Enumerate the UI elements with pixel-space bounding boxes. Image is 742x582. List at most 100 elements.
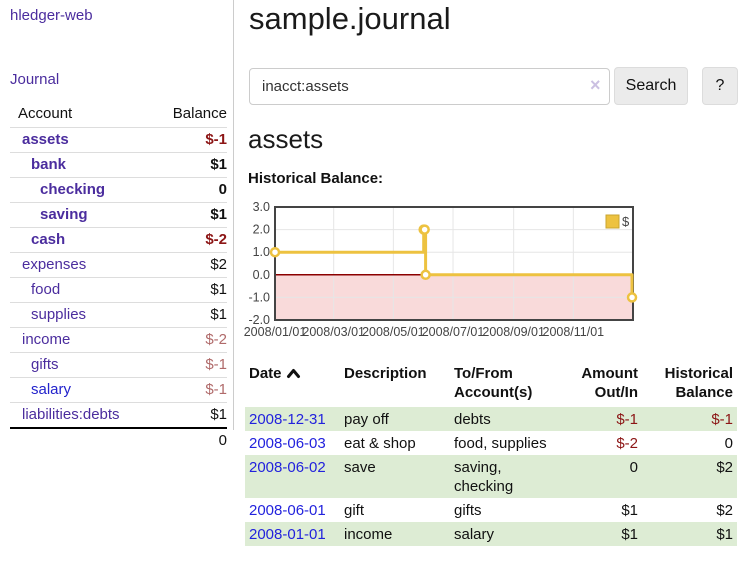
- svg-text:-2.0: -2.0: [248, 313, 270, 327]
- account-balance: $1: [210, 281, 227, 298]
- description-cell: pay off: [340, 407, 450, 431]
- app-title-link[interactable]: hledger-web: [10, 7, 93, 24]
- balance-cell: $1: [642, 522, 737, 546]
- balance-cell: $2: [642, 455, 737, 498]
- account-balance: $1: [210, 156, 227, 173]
- account-balance: $-1: [205, 131, 227, 148]
- historical-balance-chart[interactable]: $3.0 2.0 1.0 0.0 -1.0 -2.0 2008/01/01 2008/03/0…: [240, 200, 742, 345]
- register-header-row: Date Description To/From Account(s) Amou…: [245, 360, 737, 407]
- account-link[interactable]: assets: [22, 131, 69, 148]
- chart-title: Historical Balance:: [248, 170, 384, 187]
- account-row: checking 0: [10, 177, 227, 202]
- svg-text:2008/11/01: 2008/11/01: [543, 325, 605, 339]
- date-cell: 2008-06-02: [245, 455, 340, 498]
- search-input[interactable]: [249, 68, 610, 105]
- date-link[interactable]: 2008-06-03: [249, 434, 326, 452]
- description-cell: income: [340, 522, 450, 546]
- account-row: saving $1: [10, 202, 227, 227]
- description-cell: save: [340, 455, 450, 498]
- svg-text:3.0: 3.0: [253, 200, 270, 214]
- balance-column-header: Balance: [172, 105, 227, 122]
- account-balance: $1: [210, 206, 227, 223]
- svg-text:2008/09/01: 2008/09/01: [482, 325, 545, 339]
- svg-text:$: $: [622, 214, 630, 229]
- svg-text:2008/07/01: 2008/07/01: [422, 325, 485, 339]
- historical-balance-column-header: Historical Balance: [664, 365, 733, 401]
- account-row: assets $-1: [10, 127, 227, 152]
- account-link[interactable]: cash: [31, 231, 66, 248]
- balance-cell: $2: [716, 501, 733, 519]
- account-balance: $2: [210, 256, 227, 273]
- account-balance: 0: [218, 181, 227, 198]
- account-row: gifts $-1: [10, 352, 227, 377]
- account-column-header: Account: [18, 105, 73, 122]
- sidebar-item-journal[interactable]: Journal: [10, 71, 60, 88]
- account-balance: $1: [210, 306, 227, 323]
- account-link[interactable]: bank: [31, 156, 67, 173]
- account-heading: assets: [248, 124, 324, 154]
- search-button[interactable]: Search: [614, 67, 688, 105]
- account-row: food $1: [10, 277, 227, 302]
- account-link[interactable]: food: [31, 281, 61, 298]
- register-row: 2008-06-02 save saving, checking 0 $2: [245, 455, 737, 498]
- account-link[interactable]: gifts: [31, 356, 59, 373]
- accounts-cell: food, supplies: [454, 434, 547, 452]
- register-row: 2008-01-01 income salary $1 $1: [245, 522, 737, 546]
- register-row: 2008-06-03 eat & shop food, supplies $-2 0: [245, 431, 737, 455]
- date-cell: 2008-06-01: [245, 498, 340, 522]
- account-link[interactable]: income: [22, 331, 71, 348]
- amount-cell: $-2: [616, 434, 638, 452]
- date-link[interactable]: 2008-01-01: [249, 525, 326, 543]
- account-link[interactable]: saving: [40, 206, 88, 223]
- account-link[interactable]: liabilities:debts: [22, 406, 120, 423]
- register-row: 2008-06-01 gift gifts $1 $2: [245, 498, 737, 522]
- account-row: cash $-2: [10, 227, 227, 252]
- chevron-up-icon: [286, 365, 301, 384]
- accounts-cell: gifts: [454, 501, 482, 519]
- date-column-label: Date: [249, 365, 282, 382]
- accounts-table-header: Account Balance: [10, 103, 227, 127]
- account-balance: $-2: [205, 331, 227, 348]
- amount-cell: $-1: [554, 407, 642, 431]
- account-row: supplies $1: [10, 302, 227, 327]
- account-row: income $-2: [10, 327, 227, 352]
- amount-cell: $1: [621, 501, 638, 519]
- svg-text:2.0: 2.0: [253, 223, 270, 237]
- accounts-cell: debts: [450, 407, 554, 431]
- amount-cell: $1: [554, 522, 642, 546]
- account-row: expenses $2: [10, 252, 227, 277]
- date-cell: 2008-01-01: [245, 522, 340, 546]
- svg-text:-1.0: -1.0: [248, 290, 270, 304]
- register-table: Date Description To/From Account(s) Amou…: [245, 360, 737, 546]
- sidebar-divider: [233, 0, 234, 430]
- accounts-total-row: 0: [10, 427, 227, 453]
- balance-cell: $-1: [642, 407, 737, 431]
- description-column-header: Description: [344, 365, 427, 382]
- accounts-table: Account Balance assets $-1 bank $1 checking 0…: [10, 103, 227, 453]
- date-column-header[interactable]: Date: [245, 360, 340, 407]
- svg-text:1.0: 1.0: [253, 245, 270, 259]
- account-link[interactable]: expenses: [22, 256, 87, 273]
- amount-column-header: Amount Out/In: [581, 365, 638, 401]
- account-link[interactable]: salary: [31, 381, 72, 398]
- account-balance: $1: [210, 406, 227, 423]
- date-link[interactable]: 2008-12-31: [249, 410, 326, 428]
- amount-cell: 0: [554, 455, 642, 498]
- account-balance: $-2: [205, 231, 227, 248]
- svg-text:2008/05/01: 2008/05/01: [362, 325, 425, 339]
- description-cell: gift: [344, 501, 365, 519]
- clear-search-icon[interactable]: ×: [590, 75, 601, 95]
- account-row: liabilities:debts $1: [10, 402, 227, 427]
- register-row: 2008-12-31 pay off debts $-1 $-1: [245, 407, 737, 431]
- help-button[interactable]: ?: [702, 67, 738, 105]
- account-link[interactable]: checking: [40, 181, 106, 198]
- accounts-cell: saving, checking: [450, 455, 554, 498]
- date-link[interactable]: 2008-06-02: [249, 458, 326, 476]
- balance-cell: 0: [724, 434, 733, 452]
- account-row: bank $1: [10, 152, 227, 177]
- date-link[interactable]: 2008-06-01: [249, 501, 326, 519]
- account-link[interactable]: supplies: [31, 306, 87, 323]
- account-balance: $-1: [205, 381, 227, 398]
- accounts-rows: assets $-1 bank $1 checking 0 saving $1 cash $-2 e…: [10, 127, 227, 427]
- page-title: sample.journal: [249, 1, 451, 36]
